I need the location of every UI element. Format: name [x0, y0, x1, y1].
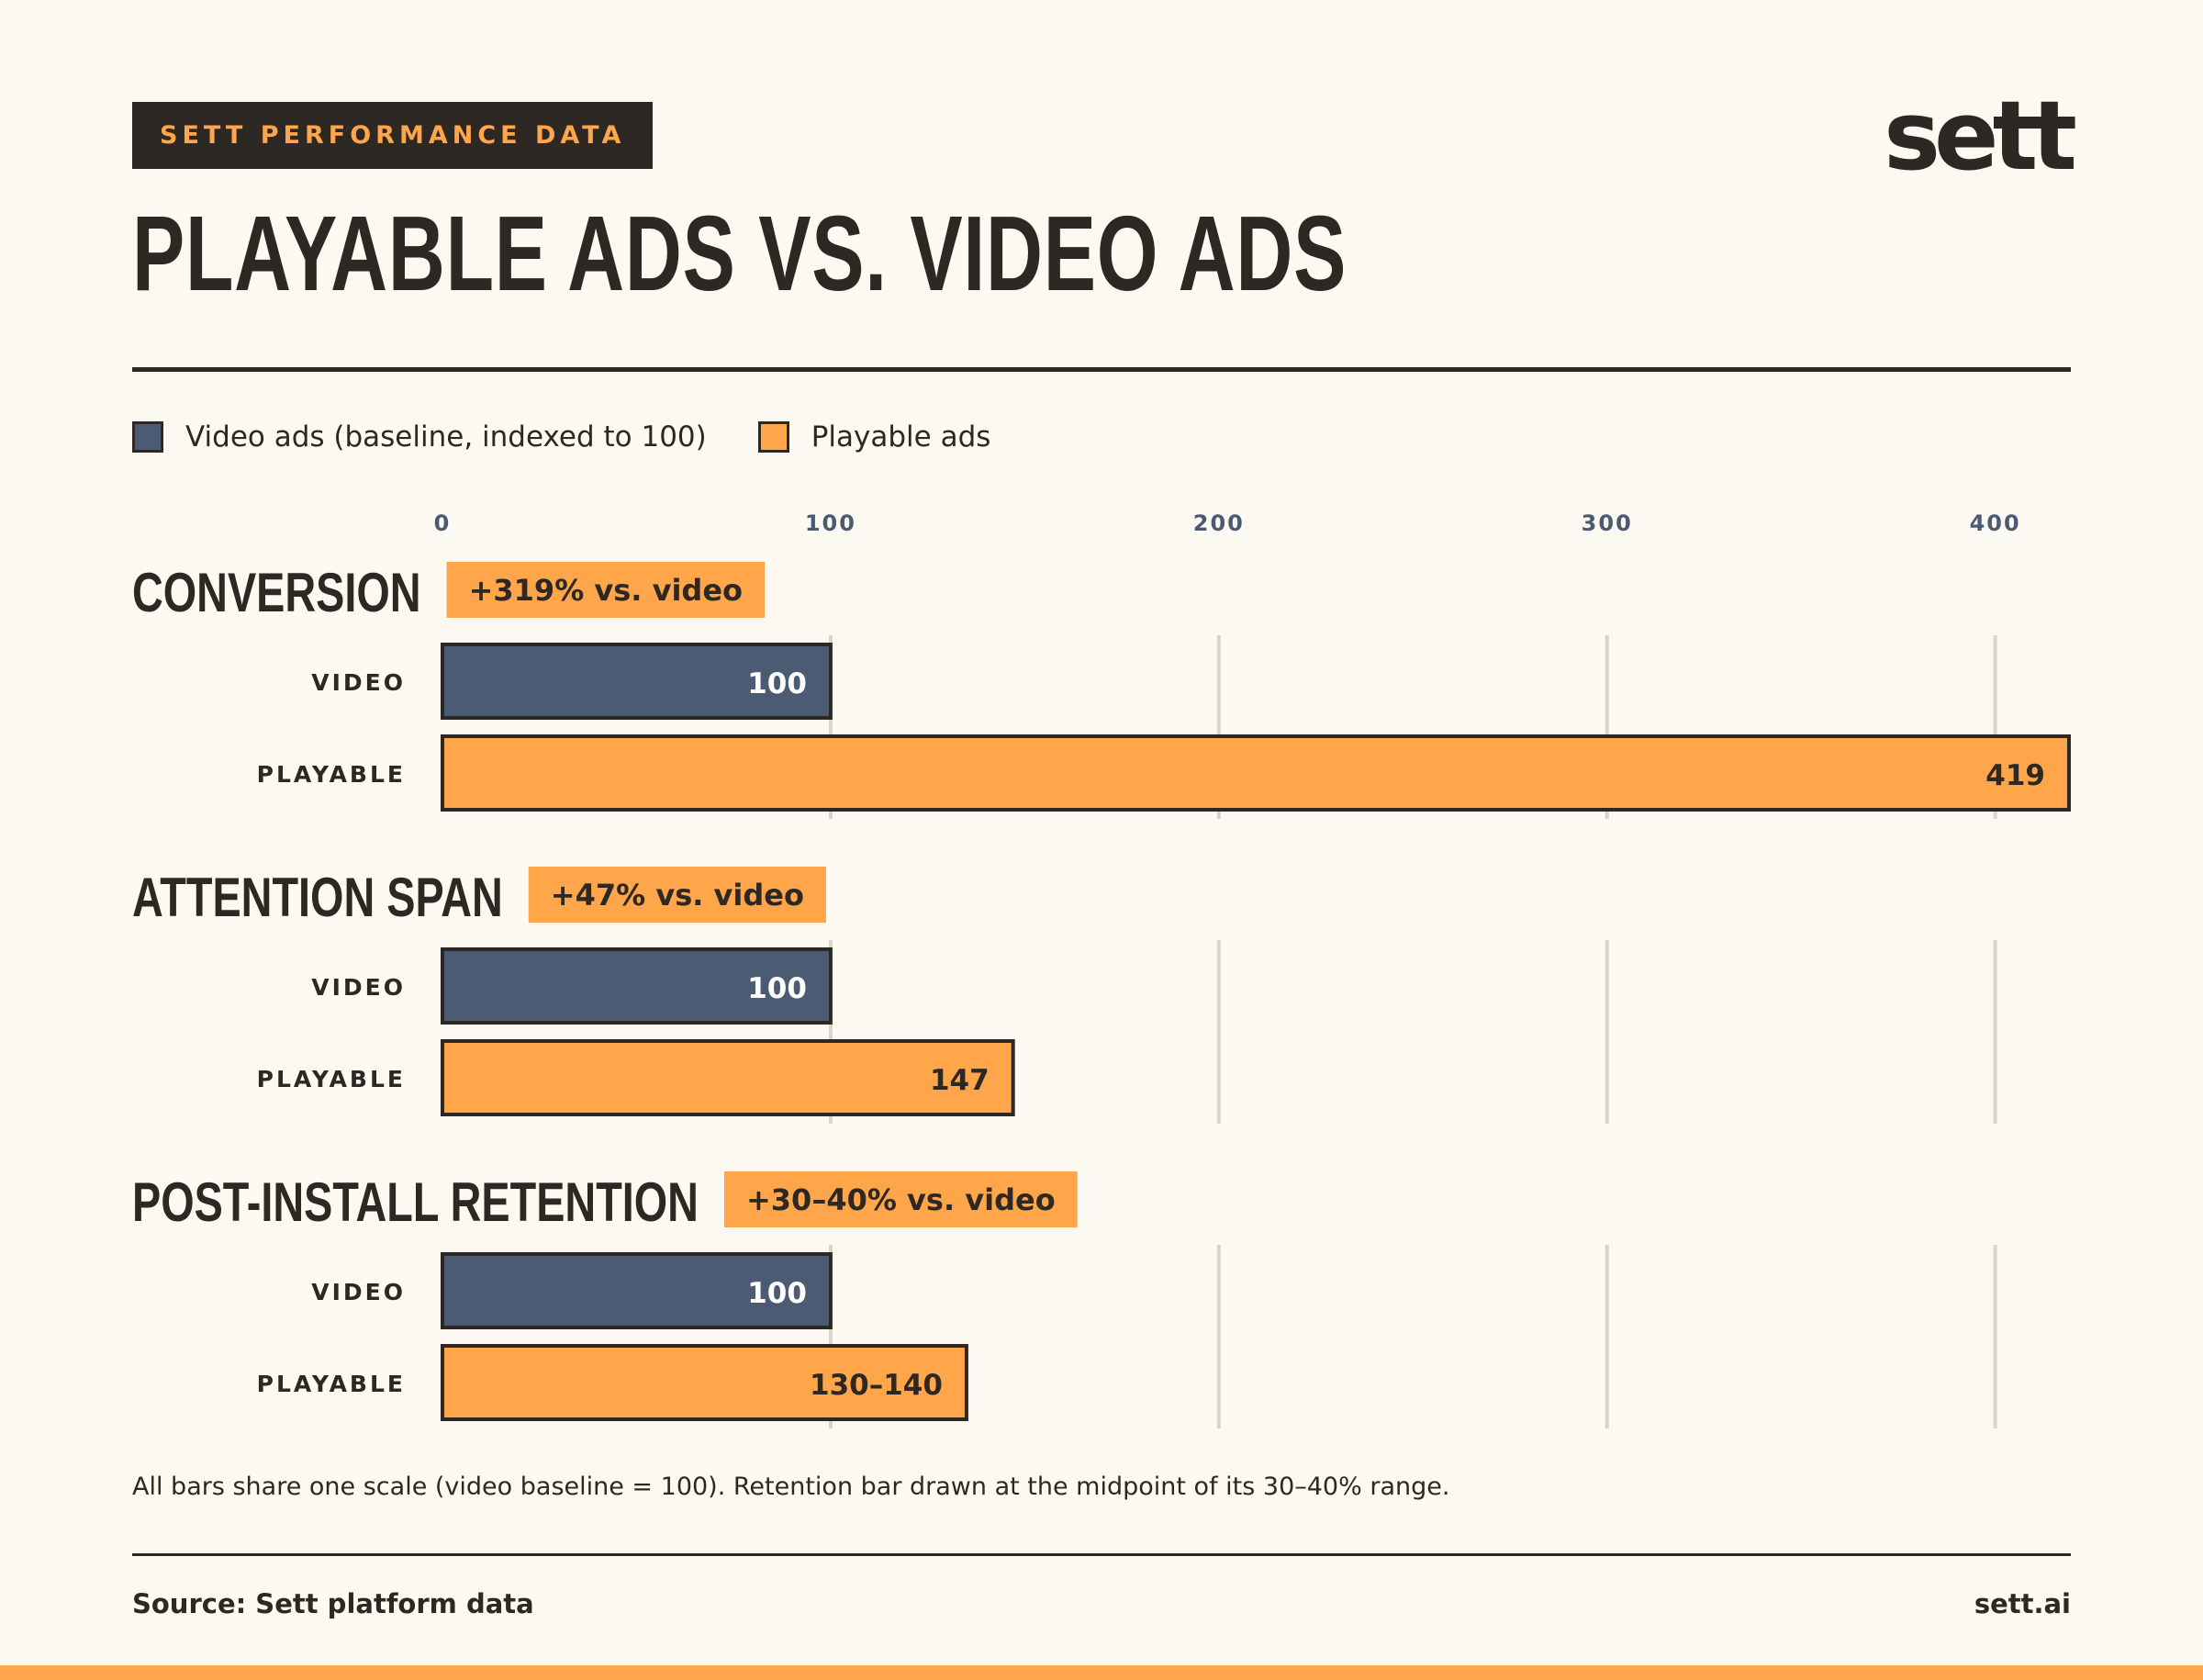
- video-bar: [441, 947, 833, 1025]
- footer-divider: [132, 1553, 2071, 1556]
- legend-swatch-video: [132, 421, 163, 453]
- bar-value-label: 100: [747, 972, 807, 1005]
- legend-swatch-playable: [757, 421, 789, 453]
- row-label: VIDEO: [311, 974, 406, 1001]
- row-label: PLAYABLE: [257, 1066, 406, 1092]
- metric-title: ATTENTION SPAN: [132, 867, 503, 928]
- row-label: VIDEO: [311, 669, 406, 696]
- bottom-accent-bar: [0, 1665, 2203, 1680]
- page-title: PLAYABLE ADS VS. VIDEO ADS: [132, 194, 1348, 313]
- legend-item-video: Video ads (baseline, indexed to 100): [132, 420, 707, 454]
- bar-value-label: 419: [1985, 759, 2045, 792]
- delta-label: +319% vs. video: [469, 573, 743, 608]
- playable-bar: [441, 1039, 1015, 1116]
- row-label: VIDEO: [311, 1279, 406, 1305]
- delta-label: +30–40% vs. video: [746, 1182, 1056, 1217]
- row-label: PLAYABLE: [257, 761, 406, 788]
- legend-label-video: Video ads (baseline, indexed to 100): [185, 420, 707, 454]
- x-tick-label: 400: [1970, 510, 2021, 536]
- source-note: Source: Sett platform data: [132, 1588, 534, 1619]
- sett-logo: sett: [1884, 80, 2077, 192]
- bar-value-label: 100: [747, 667, 807, 700]
- title-divider: [132, 367, 2071, 372]
- site-url: sett.ai: [1974, 1588, 2071, 1619]
- metric-title: POST-INSTALL RETENTION: [132, 1171, 699, 1233]
- video-bar: [441, 1252, 833, 1329]
- delta-label: +47% vs. video: [551, 878, 804, 913]
- metric-title: CONVERSION: [132, 562, 421, 623]
- bar-value-label: 147: [930, 1064, 990, 1097]
- bar-value-label: 130–140: [810, 1369, 943, 1402]
- video-bar: [441, 643, 833, 720]
- chart-legend: Video ads (baseline, indexed to 100) Pla…: [132, 420, 1042, 454]
- x-tick-label: 300: [1582, 510, 1633, 536]
- bar-value-label: 100: [747, 1277, 807, 1310]
- x-tick-label: 0: [434, 510, 452, 536]
- playable-bar: [441, 1344, 968, 1421]
- x-tick-label: 100: [805, 510, 856, 536]
- chart-footnote: All bars share one scale (video baseline…: [132, 1473, 1450, 1501]
- legend-item-playable: Playable ads: [757, 420, 991, 454]
- kicker-badge: SETT PERFORMANCE DATA: [132, 102, 654, 169]
- row-label: PLAYABLE: [257, 1371, 406, 1397]
- delta-badge: [446, 562, 766, 618]
- legend-label-playable: Playable ads: [811, 420, 991, 454]
- delta-badge: [528, 867, 826, 923]
- x-tick-label: 200: [1193, 510, 1245, 536]
- delta-badge: [723, 1171, 1078, 1227]
- playable-bar: [441, 734, 2071, 812]
